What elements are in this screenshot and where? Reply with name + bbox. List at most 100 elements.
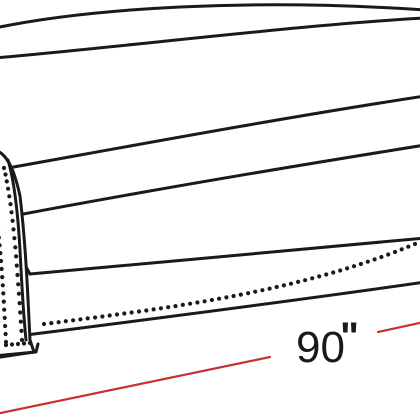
- nailhead: [17, 301, 22, 306]
- nailhead: [412, 241, 418, 247]
- nailhead: [3, 172, 8, 177]
- nailhead: [166, 305, 171, 310]
- nailhead: [14, 254, 19, 259]
- nailhead: [9, 342, 15, 347]
- nailhead: [13, 245, 18, 250]
- nailhead: [331, 270, 336, 275]
- nailhead: [317, 274, 322, 279]
- nailhead: [303, 278, 308, 283]
- nailhead: [9, 210, 14, 215]
- nailhead: [0, 243, 2, 248]
- nailhead: [18, 319, 23, 324]
- nailhead: [392, 249, 398, 255]
- dimension-line-right: [376, 321, 420, 334]
- nailhead: [358, 261, 363, 267]
- nailhead: [324, 272, 329, 277]
- left-arm-inner-edge: [6, 158, 28, 342]
- nailhead: [274, 284, 279, 290]
- sofa-back-cushion-edge: [6, 95, 420, 170]
- nailhead: [4, 179, 9, 184]
- seat-base: [24, 281, 420, 348]
- nailhead: [296, 279, 301, 284]
- nailhead: [107, 313, 112, 318]
- nailhead: [224, 295, 229, 300]
- nailhead: [136, 309, 142, 314]
- dimension-line-left: [0, 355, 272, 415]
- nailhead: [3, 323, 8, 329]
- nailhead: [12, 236, 17, 241]
- nailhead: [16, 282, 21, 287]
- sofa-back: [0, 3, 420, 170]
- nailhead: [41, 321, 47, 327]
- nailhead: [246, 291, 251, 296]
- nailhead: [8, 202, 13, 207]
- dimension-value: 90: [296, 323, 345, 372]
- nailhead: [2, 315, 7, 320]
- nailhead: [19, 328, 24, 333]
- nailhead: [238, 292, 243, 297]
- nailhead: [122, 311, 127, 316]
- nailhead: [158, 306, 163, 311]
- nailhead: [3, 342, 9, 348]
- sofa-back-front-edge: [0, 16, 420, 60]
- nailhead: [0, 275, 5, 280]
- seat-cushion-front-edge: [28, 236, 420, 276]
- nailhead: [399, 247, 404, 252]
- sofa-back-top-edge: [0, 3, 420, 29]
- nailhead: [2, 307, 7, 312]
- nailhead: [114, 312, 120, 317]
- nailhead: [188, 301, 193, 306]
- nailhead: [27, 340, 33, 346]
- seat-cushion: [16, 144, 420, 276]
- nailhead: [365, 259, 370, 264]
- nailhead: [253, 289, 258, 294]
- nailhead: [288, 281, 294, 286]
- nailhead: [71, 318, 76, 323]
- nailhead: [7, 194, 12, 199]
- nailhead: [267, 286, 272, 291]
- nailhead: [260, 288, 265, 293]
- nailhead: [338, 268, 343, 273]
- nailhead: [209, 297, 214, 303]
- nailhead: [78, 317, 83, 322]
- nailhead: [85, 316, 90, 321]
- nailhead: [0, 283, 5, 288]
- seat-base-front-edge: [24, 281, 420, 337]
- nailhead: [310, 276, 315, 281]
- nailhead: [129, 310, 134, 315]
- nailhead: [0, 266, 4, 272]
- nailhead: [173, 304, 178, 309]
- nailhead: [19, 337, 25, 343]
- nailhead: [1, 165, 7, 171]
- nailhead: [16, 291, 21, 296]
- nailhead: [180, 302, 185, 307]
- nailhead: [406, 244, 411, 249]
- nailhead: [14, 263, 19, 268]
- nailhead: [195, 300, 200, 305]
- nailhead: [93, 315, 98, 320]
- nailhead: [3, 339, 9, 345]
- nailhead: [379, 254, 384, 260]
- nailhead: [15, 272, 20, 278]
- nailhead: [372, 257, 377, 262]
- nailhead: [6, 186, 11, 191]
- nailhead: [351, 264, 357, 269]
- nailhead: [18, 310, 23, 315]
- nailhead: [15, 341, 21, 347]
- nailhead: [0, 235, 1, 240]
- nailhead: [217, 296, 222, 301]
- nailhead: [281, 283, 286, 288]
- nailhead: [10, 218, 15, 223]
- nailhead: [3, 331, 8, 337]
- nailhead: [151, 307, 156, 312]
- nailhead: [144, 308, 149, 313]
- nailhead: [49, 321, 54, 326]
- nailhead-trim: [0, 165, 418, 348]
- seat-cushion-top-edge: [16, 144, 420, 217]
- nailhead: [1, 299, 6, 304]
- dimension-unit: ": [340, 315, 359, 359]
- nailhead: [100, 314, 105, 319]
- nailhead: [56, 320, 61, 325]
- nailhead: [345, 266, 350, 271]
